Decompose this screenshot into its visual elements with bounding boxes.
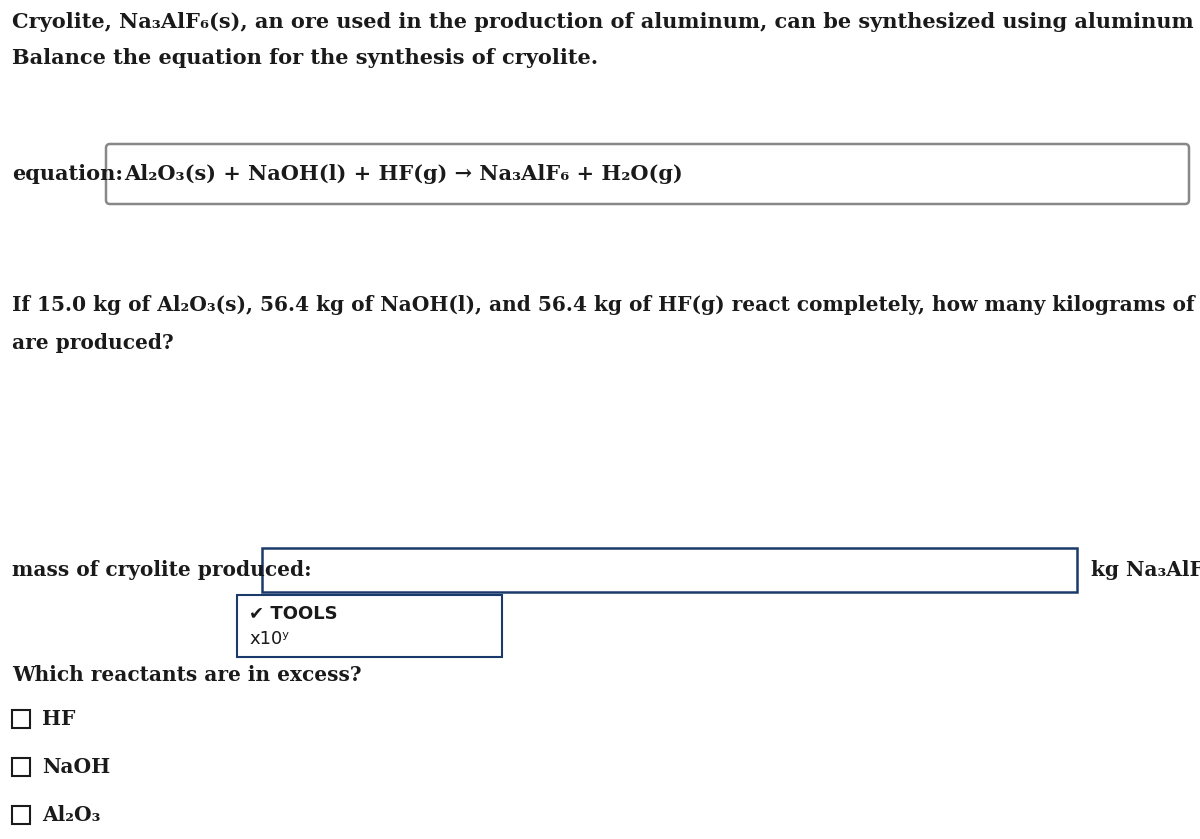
FancyBboxPatch shape	[12, 710, 30, 728]
Text: ✔ TOOLS: ✔ TOOLS	[250, 605, 337, 623]
Text: x10ʸ: x10ʸ	[250, 630, 289, 648]
Text: NaOH: NaOH	[42, 757, 110, 777]
FancyBboxPatch shape	[12, 758, 30, 776]
FancyBboxPatch shape	[238, 595, 502, 657]
Text: equation:: equation:	[12, 164, 124, 184]
FancyBboxPatch shape	[12, 806, 30, 824]
Text: HF: HF	[42, 709, 76, 729]
Text: Al₂O₃: Al₂O₃	[42, 805, 101, 825]
Text: Which reactants are in excess?: Which reactants are in excess?	[12, 665, 361, 685]
Text: Balance the equation for the synthesis of cryolite.: Balance the equation for the synthesis o…	[12, 48, 598, 68]
FancyBboxPatch shape	[106, 144, 1189, 204]
Text: are produced?: are produced?	[12, 333, 174, 353]
Text: kg Na₃AlF₆: kg Na₃AlF₆	[1091, 560, 1200, 580]
Text: Al₂O₃(s) + NaOH(l) + HF(g) → Na₃AlF₆ + H₂O(g): Al₂O₃(s) + NaOH(l) + HF(g) → Na₃AlF₆ + H…	[124, 164, 683, 184]
FancyBboxPatch shape	[262, 548, 1078, 592]
Text: Cryolite, Na₃AlF₆(s), an ore used in the production of aluminum, can be synthesi: Cryolite, Na₃AlF₆(s), an ore used in the…	[12, 12, 1200, 32]
Text: mass of cryolite produced:: mass of cryolite produced:	[12, 560, 312, 580]
Text: If 15.0 kg of Al₂O₃(s), 56.4 kg of NaOH(l), and 56.4 kg of HF(g) react completel: If 15.0 kg of Al₂O₃(s), 56.4 kg of NaOH(…	[12, 295, 1200, 315]
